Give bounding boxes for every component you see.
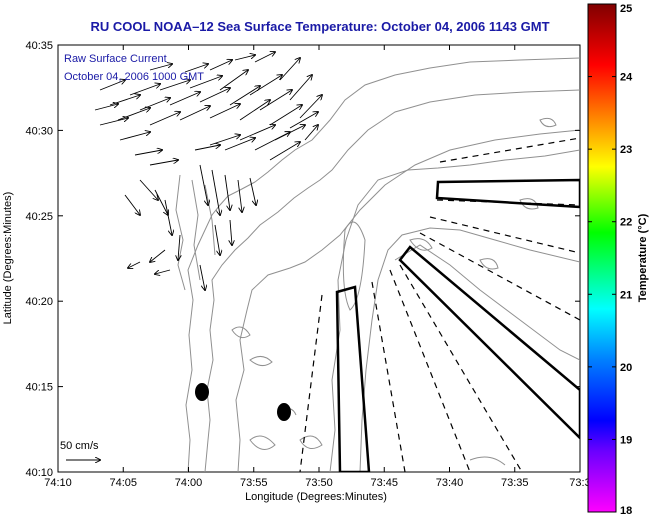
colorbar-ticks: 25 24 23 22 21 20 19 18 — [588, 3, 633, 517]
transect-boxes — [335, 178, 580, 472]
map-frame — [57, 44, 581, 473]
station-marker — [195, 383, 209, 401]
colorbar-tick-label: 19 — [620, 434, 632, 446]
y-tick-label: 40:10 — [25, 467, 53, 479]
y-axis-ticks: 40:35 40:30 40:25 40:20 40:15 40:10 — [25, 40, 580, 479]
annotation-line1: Raw Surface Current — [64, 53, 167, 65]
x-tick-label: 73:3 — [569, 477, 590, 489]
colorbar-tick-label: 23 — [620, 144, 632, 156]
bathymetry-contours — [185, 57, 580, 472]
x-tick-label: 73:45 — [370, 477, 398, 489]
x-axis-ticks: 74:10 74:05 74:00 73:55 73:50 73:45 73:40 73:35… — [44, 45, 591, 489]
colorbar — [587, 3, 617, 513]
y-tick-label: 40:30 — [25, 125, 53, 137]
x-tick-label: 73:50 — [305, 477, 333, 489]
x-tick-label: 73:40 — [436, 477, 464, 489]
colorbar-tick-label: 24 — [620, 72, 633, 84]
colorbar-tick-label: 22 — [620, 217, 632, 229]
annotation-line2: October 04, 2006 1000 GMT — [64, 71, 204, 83]
x-tick-label: 74:05 — [109, 477, 137, 489]
x-tick-label: 74:00 — [175, 477, 203, 489]
surface-current-vectors — [94, 52, 322, 290]
scale-label: 50 cm/s — [60, 440, 99, 452]
map-content — [94, 52, 580, 472]
coastline — [175, 174, 216, 291]
y-axis-label: Latitude (Degrees:Minutes) — [2, 192, 14, 325]
station-marker — [277, 403, 291, 421]
x-tick-label: 73:55 — [240, 477, 268, 489]
y-tick-label: 40:20 — [25, 296, 53, 308]
colorbar-tick-label: 21 — [620, 289, 632, 301]
x-tick-label: 74:10 — [44, 477, 72, 489]
y-tick-label: 40:35 — [25, 40, 53, 52]
colorbar-tick-label: 20 — [620, 362, 632, 374]
x-axis-label: Longitude (Degrees:Minutes) — [245, 491, 387, 503]
figure-title: RU COOL NOAA–12 Sea Surface Temperature:… — [90, 19, 549, 34]
colorbar-label: Temperature (°C) — [637, 213, 649, 302]
colorbar-tick-label: 25 — [620, 3, 632, 15]
x-tick-label: 73:35 — [501, 477, 529, 489]
y-tick-label: 40:15 — [25, 382, 53, 394]
colorbar-tick-label: 18 — [620, 505, 632, 517]
y-tick-label: 40:25 — [25, 211, 53, 223]
